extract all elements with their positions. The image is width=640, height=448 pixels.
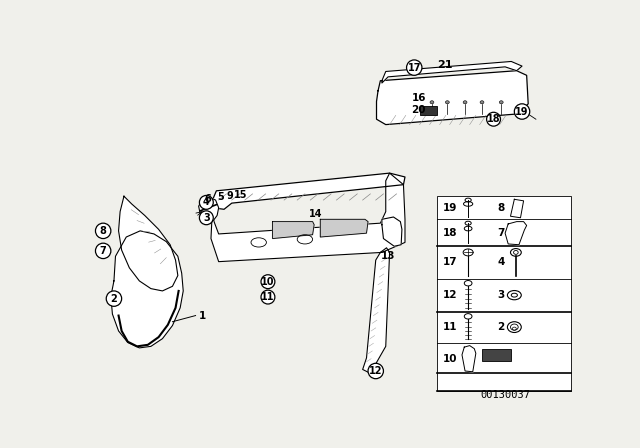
- Text: 11: 11: [261, 292, 275, 302]
- Circle shape: [368, 363, 383, 379]
- Text: 15: 15: [234, 190, 247, 200]
- Ellipse shape: [445, 101, 449, 104]
- Text: 16: 16: [412, 94, 426, 103]
- Text: 8: 8: [497, 203, 505, 213]
- Text: 2: 2: [111, 293, 117, 304]
- Polygon shape: [212, 173, 405, 209]
- Polygon shape: [382, 217, 402, 246]
- Text: 4: 4: [497, 258, 505, 267]
- Text: 12: 12: [443, 290, 457, 300]
- Circle shape: [261, 290, 275, 304]
- Polygon shape: [505, 222, 527, 245]
- Text: 21: 21: [437, 60, 452, 70]
- Text: 9: 9: [226, 191, 233, 201]
- Text: 17: 17: [408, 63, 421, 73]
- Polygon shape: [211, 173, 405, 262]
- Polygon shape: [376, 71, 528, 125]
- Text: 3: 3: [497, 290, 505, 300]
- Circle shape: [200, 211, 213, 225]
- Text: 19: 19: [515, 107, 529, 116]
- Polygon shape: [382, 61, 522, 83]
- Text: 00130037: 00130037: [480, 390, 530, 400]
- Text: 1: 1: [198, 310, 206, 321]
- Text: 2: 2: [497, 322, 505, 332]
- Ellipse shape: [463, 101, 467, 104]
- Text: 19: 19: [443, 203, 457, 213]
- Text: 10: 10: [261, 277, 275, 287]
- Text: 6: 6: [204, 194, 211, 203]
- Polygon shape: [273, 222, 314, 238]
- Ellipse shape: [499, 101, 503, 104]
- Text: 3: 3: [203, 213, 210, 223]
- Text: 18: 18: [443, 228, 457, 238]
- Polygon shape: [363, 248, 390, 373]
- Circle shape: [261, 275, 275, 289]
- Circle shape: [95, 223, 111, 238]
- Text: 5: 5: [217, 192, 223, 202]
- Bar: [482, 349, 511, 361]
- Ellipse shape: [430, 101, 434, 104]
- Text: 17: 17: [443, 258, 458, 267]
- Text: 4: 4: [203, 198, 210, 207]
- Polygon shape: [198, 197, 219, 223]
- Text: 12: 12: [369, 366, 383, 376]
- Bar: [420, 106, 437, 116]
- Text: 10: 10: [443, 354, 457, 365]
- Text: 11: 11: [443, 322, 457, 332]
- Text: 7: 7: [497, 228, 505, 238]
- Text: 20: 20: [412, 105, 426, 115]
- Polygon shape: [320, 220, 368, 237]
- Polygon shape: [118, 196, 178, 291]
- Circle shape: [486, 112, 500, 126]
- Polygon shape: [111, 231, 183, 348]
- Text: 14: 14: [308, 209, 323, 219]
- Circle shape: [515, 104, 530, 119]
- Polygon shape: [462, 345, 476, 372]
- Text: 7: 7: [100, 246, 106, 256]
- Ellipse shape: [480, 101, 484, 104]
- Circle shape: [95, 243, 111, 258]
- Bar: [437, 196, 570, 391]
- Polygon shape: [511, 199, 524, 218]
- Circle shape: [200, 195, 213, 209]
- Text: 8: 8: [100, 226, 107, 236]
- Text: 13: 13: [380, 250, 395, 260]
- Circle shape: [406, 60, 422, 75]
- Circle shape: [106, 291, 122, 306]
- Ellipse shape: [511, 293, 517, 297]
- Text: 18: 18: [487, 114, 500, 124]
